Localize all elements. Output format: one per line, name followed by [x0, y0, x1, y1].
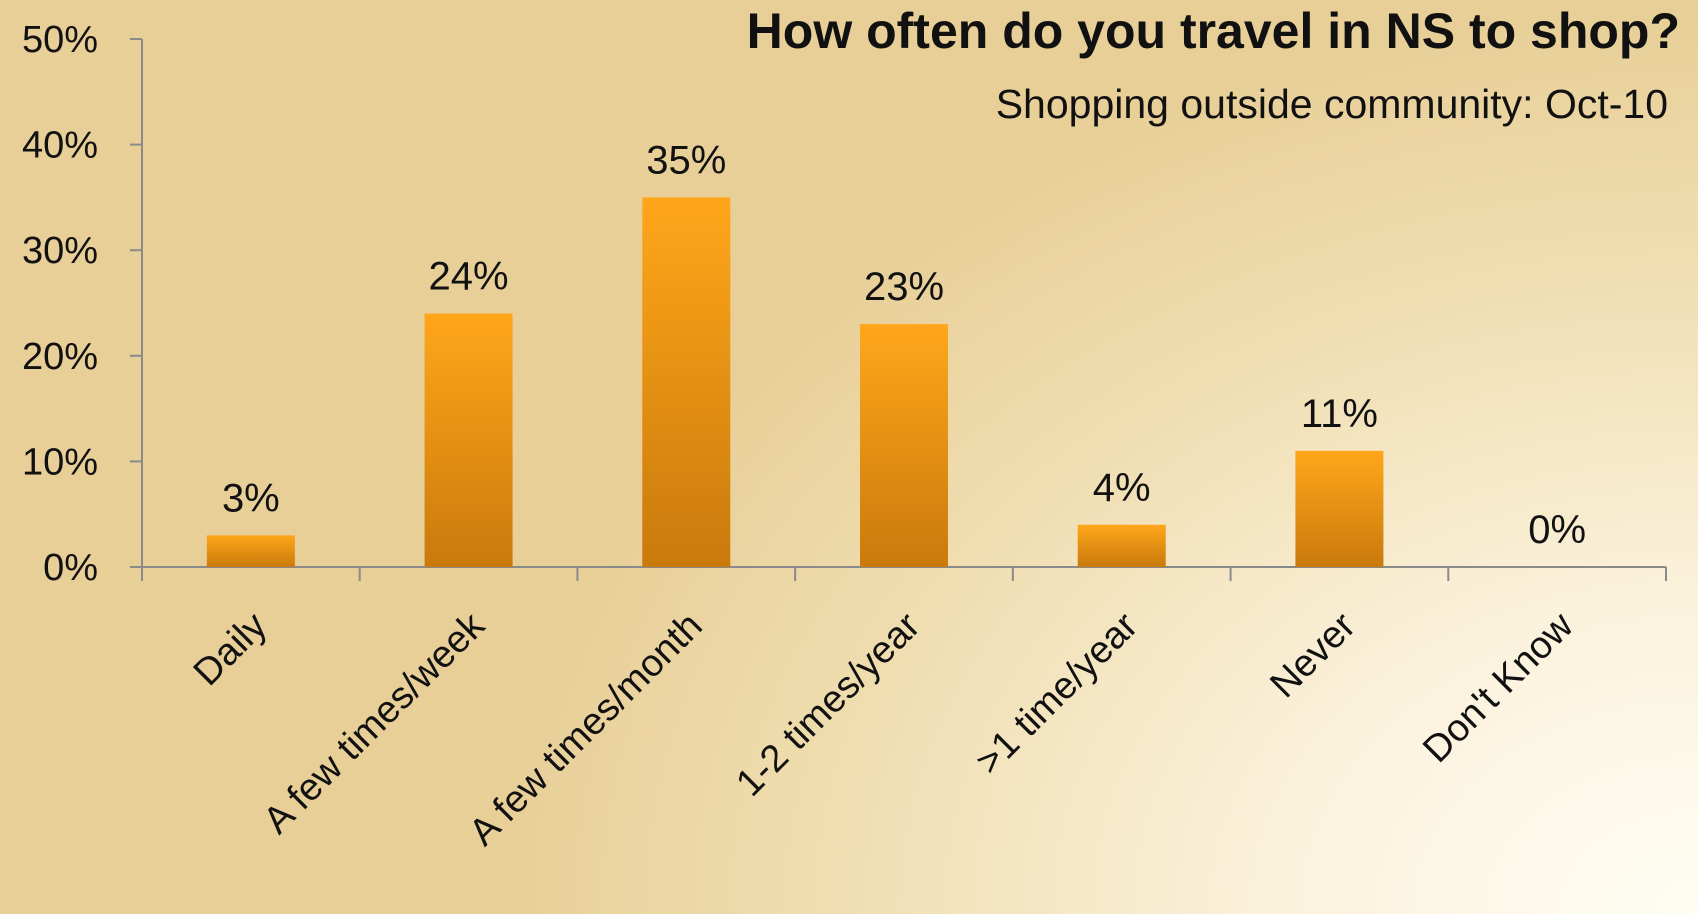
chart-subtitle: Shopping outside community: Oct-10: [996, 81, 1668, 127]
y-tick-label: 30%: [22, 230, 98, 272]
bars: [206, 197, 1384, 567]
x-tick-label: Daily: [186, 605, 275, 694]
bar: [1295, 450, 1384, 567]
data-label: 24%: [429, 255, 509, 299]
x-tick-label: Don't Know: [1415, 604, 1582, 771]
bar: [1077, 524, 1166, 567]
y-tick-label: 40%: [22, 125, 98, 167]
x-tick-label: Never: [1262, 604, 1364, 706]
data-label: 35%: [646, 138, 726, 182]
data-label: 0%: [1528, 508, 1586, 552]
bar: [860, 324, 948, 567]
data-labels: 3% 24% 35% 23% 4% 11% 0%: [222, 138, 1586, 552]
bar: [642, 197, 731, 567]
x-tick-label: A few times/week: [256, 604, 494, 842]
data-label: 3%: [222, 476, 280, 520]
y-tick-label: 50%: [22, 19, 98, 61]
data-label: 4%: [1093, 466, 1151, 510]
bar: [206, 535, 295, 567]
y-axis: 0% 10% 20% 30% 40% 50%: [22, 19, 143, 589]
x-tick-label: A few times/month: [461, 605, 710, 854]
x-tick-label: 1-2 times/year: [728, 604, 928, 804]
bar: [424, 313, 513, 567]
data-label: 23%: [864, 265, 944, 309]
data-label: 11%: [1301, 392, 1378, 436]
y-tick-label: 0%: [43, 547, 98, 589]
y-tick-label: 10%: [22, 441, 98, 483]
x-tick-label: >1 time/year: [968, 604, 1147, 783]
chart-title: How often do you travel in NS to shop?: [747, 3, 1680, 59]
y-tick-label: 20%: [22, 336, 98, 378]
